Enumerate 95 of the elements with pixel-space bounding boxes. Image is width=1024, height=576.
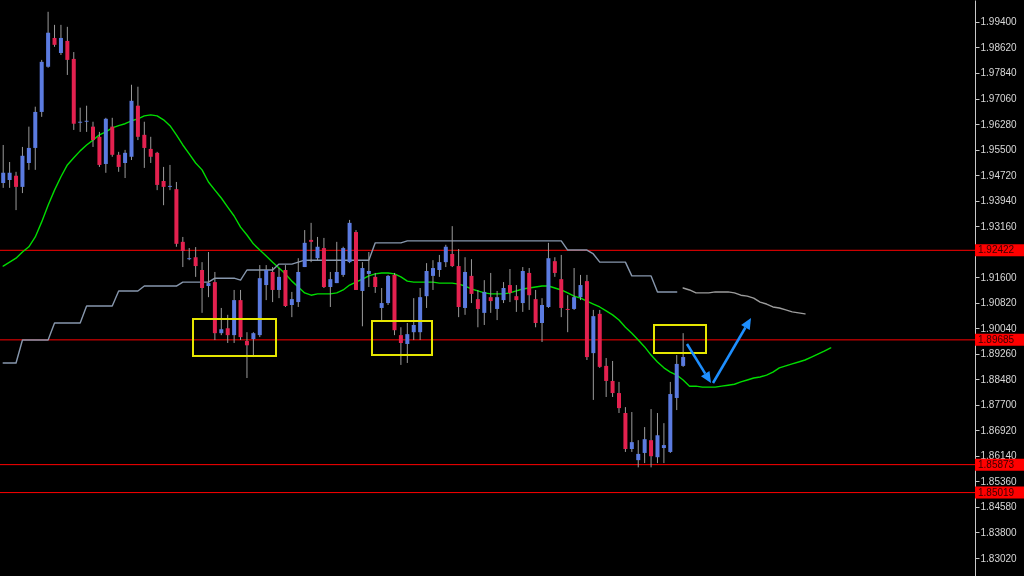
candlestick	[123, 149, 128, 179]
candlestick	[206, 251, 211, 298]
candlestick	[148, 136, 153, 164]
candlestick	[649, 408, 654, 468]
candlestick	[270, 266, 275, 303]
candlestick	[469, 258, 474, 304]
candlestick	[244, 331, 249, 379]
line-series	[2, 114, 832, 388]
line-series	[682, 287, 806, 315]
candlestick	[1, 144, 6, 189]
candlestick	[14, 171, 19, 211]
candlestick	[366, 251, 371, 288]
candlestick	[379, 287, 384, 323]
y-tick-label: 1.88480	[980, 373, 1018, 385]
candlestick	[116, 151, 121, 173]
y-tick-label: 1.98620	[980, 41, 1018, 53]
y-tick-label: 1.91600	[980, 271, 1018, 283]
candlestick	[482, 279, 487, 326]
candlestick	[26, 126, 31, 171]
candlestick	[187, 247, 192, 261]
y-tick-label: 1.85360	[980, 475, 1018, 487]
candlestick	[161, 166, 166, 206]
candlestick	[475, 289, 480, 328]
candlestick	[540, 297, 545, 343]
candlestick	[642, 426, 647, 464]
y-tick-label: 1.93940	[980, 195, 1018, 207]
candlestick	[437, 254, 442, 278]
candlestick	[7, 161, 12, 189]
candlestick	[617, 381, 621, 414]
y-tick-label: 1.87700	[980, 399, 1018, 411]
y-tick-label: 1.89260	[980, 348, 1018, 360]
candlestick	[533, 289, 538, 328]
candlestick	[65, 26, 70, 76]
y-tick-label: 1.96280	[980, 118, 1018, 130]
candlestick	[225, 314, 230, 344]
candlestick	[527, 267, 532, 311]
candlestick	[572, 267, 577, 311]
candlestick	[450, 225, 455, 268]
y-tick-label: 1.93160	[980, 220, 1018, 232]
line-series	[2, 240, 678, 364]
y-tick-label: 1.95500	[980, 144, 1018, 156]
ref-line-label: 1.85019	[978, 486, 1015, 498]
ref-line-label: 1.92422	[978, 244, 1015, 256]
candlestick	[507, 268, 512, 303]
y-tick-label: 1.84580	[980, 501, 1018, 513]
candlestick	[681, 332, 686, 368]
y-tick-label: 1.94720	[980, 169, 1018, 181]
y-tick-label: 1.86920	[980, 424, 1018, 436]
candlestick	[200, 261, 205, 314]
candlestick	[488, 272, 493, 314]
candlestick	[84, 105, 89, 133]
candlestick	[289, 291, 294, 318]
candlestick	[78, 107, 83, 133]
candlestick	[443, 244, 448, 268]
candlestick	[251, 331, 256, 358]
candlestick	[277, 267, 282, 299]
y-tick-label: 1.97060	[980, 93, 1018, 105]
candlestick	[52, 24, 57, 48]
candlestick	[578, 274, 583, 301]
ref-line-label: 1.89685	[978, 333, 1015, 345]
candlestick	[629, 411, 634, 453]
candlestick	[309, 222, 314, 263]
y-tick-label: 1.97840	[980, 67, 1018, 79]
candlestick	[219, 307, 224, 336]
candlestick	[334, 241, 339, 284]
candlestick	[604, 357, 609, 398]
candlestick	[661, 422, 666, 464]
candlestick	[167, 164, 172, 191]
candlestick	[142, 121, 147, 169]
y-tick-label: 1.83800	[980, 526, 1018, 538]
candlestick	[398, 326, 403, 366]
y-tick-label: 1.90820	[980, 297, 1018, 309]
y-tick-label: 1.99400	[980, 16, 1018, 28]
y-tick-label: 1.90040	[980, 322, 1018, 334]
candlestick	[495, 290, 500, 321]
candlestick	[91, 121, 96, 148]
candlestick	[58, 24, 63, 56]
candlestick	[360, 261, 365, 327]
candlestick	[328, 271, 333, 308]
candlestick	[315, 236, 320, 261]
candlestick	[373, 272, 378, 294]
candlestick	[552, 256, 557, 278]
candlestick	[430, 259, 435, 291]
candlestick	[193, 246, 198, 278]
candlestick	[565, 294, 570, 333]
candlestick	[636, 439, 641, 468]
candlestick	[610, 360, 615, 398]
y-tick-label: 1.83020	[980, 552, 1018, 564]
candlestick	[411, 297, 416, 341]
candlestick	[264, 264, 269, 301]
candlestick	[405, 322, 410, 364]
candlestick	[655, 412, 660, 464]
candlestick	[180, 236, 185, 268]
candlestick	[514, 284, 519, 313]
candlestick	[501, 281, 506, 304]
